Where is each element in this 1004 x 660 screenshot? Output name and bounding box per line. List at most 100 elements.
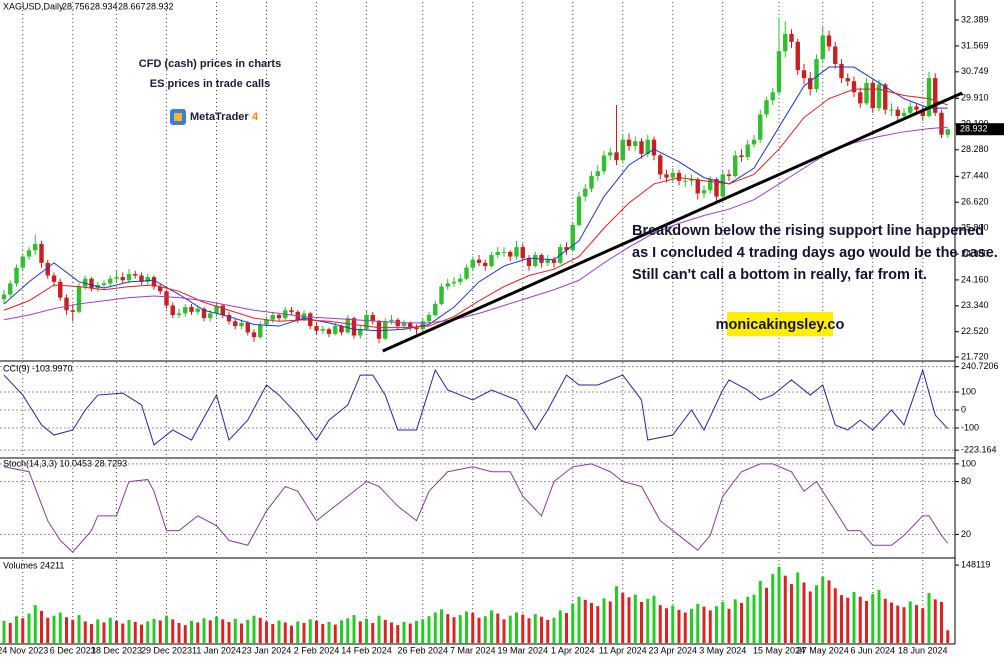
candle-body [739,155,744,158]
volume-bar [733,599,737,643]
candle-body [39,243,44,263]
y-tick-label: 29.910 [961,93,989,103]
candle-body [333,326,338,334]
volume-bar [508,615,512,643]
moving-average [3,126,948,324]
candle-body [564,247,569,251]
volume-bar [790,584,793,643]
y-tick-label: 21.720 [961,351,989,361]
volume-bar [402,621,406,643]
volume-bar [890,602,893,643]
stoch-title: Stoch(14,3,3) 10.0453 28.7293 [3,458,127,468]
x-tick-label: 24 Nov 2023 [0,645,48,655]
candle-body [708,179,713,191]
candle-body [8,283,13,295]
candle-body [783,33,788,52]
volume-bar [865,600,868,643]
candle-body [926,78,932,117]
candle-body [145,277,150,282]
candle-body [514,247,519,257]
volume-bar [490,610,493,643]
volume-bar [127,619,131,643]
volume-bar [765,587,768,643]
candle-body [864,82,869,104]
volume-bar [815,585,818,643]
y-tick-label: 22.520 [961,326,989,336]
y-tick-label: 100 [961,386,976,396]
candle-body [220,305,225,315]
volume-bar [2,620,6,643]
volume-bar [465,611,468,643]
candle-body [170,305,175,315]
header-low: 28.667 [118,1,146,11]
candle-body [314,326,319,331]
candle-body [20,256,25,268]
candle-body [545,259,550,263]
volume-bar [40,610,43,643]
volume-bar [471,613,475,643]
candle-body [633,141,638,147]
candle-body [664,174,669,178]
volume-bar [915,605,918,643]
candle-body [64,297,69,311]
volume-bar [65,617,68,643]
candle-body [126,273,132,281]
candle-body [389,319,394,322]
candle-body [651,139,657,156]
volume-bar [540,616,543,643]
y-tick-label: 23.340 [961,300,989,310]
volume-bar [477,617,481,643]
candle-body [751,139,757,145]
candle-body [489,254,494,267]
candle-body [45,262,50,276]
moving-average [3,66,948,332]
volume-bar [721,601,725,643]
volume-bar [527,618,531,643]
candle-body [814,59,819,90]
candle-body [583,188,588,197]
candle-body [226,314,232,322]
x-tick-label: 27 May 2024 [797,645,849,655]
candle-body [714,179,719,197]
y-tick-label: 80 [961,476,971,486]
candle-body [589,176,594,189]
volume-bar [302,623,306,643]
comment-line: Still can't call a bottom in really, far… [632,267,927,283]
volume-bar [940,601,943,643]
candle-body [795,41,800,71]
x-tick-label: 7 Mar 2024 [450,645,496,655]
candle-body [114,277,119,279]
volume-bar [52,615,56,643]
candle-body [858,92,863,104]
candle-body [14,267,19,284]
candle-body [258,324,263,338]
volume-bar [246,619,250,643]
volume-bar [921,608,925,643]
candle-body [908,106,913,113]
y-tick-label: 24.980 [961,248,989,258]
candle-body [526,258,532,267]
candle-body [689,179,694,181]
volume-bar [258,617,262,643]
candle-body [745,144,750,158]
candle-body [120,277,125,281]
candle-body [83,278,88,287]
y-tick-label: 27.440 [961,171,989,181]
candle-body [470,259,475,268]
header-close: 28.932 [146,1,174,11]
candle-body [51,275,57,282]
volume-bar [233,618,237,643]
volume-bar [596,606,600,643]
candle-body [945,129,950,135]
x-tick-label: 23 Apr 2024 [648,645,697,655]
candle-body [201,308,207,319]
volume-bar [115,620,118,643]
x-tick-label: 6 Dec 2023 [50,645,96,655]
volume-bar [133,621,137,643]
volume-bar [240,623,243,643]
candle-body [595,171,600,177]
candle-body [620,139,625,161]
volume-bar [140,624,143,643]
candle-body [133,273,138,276]
